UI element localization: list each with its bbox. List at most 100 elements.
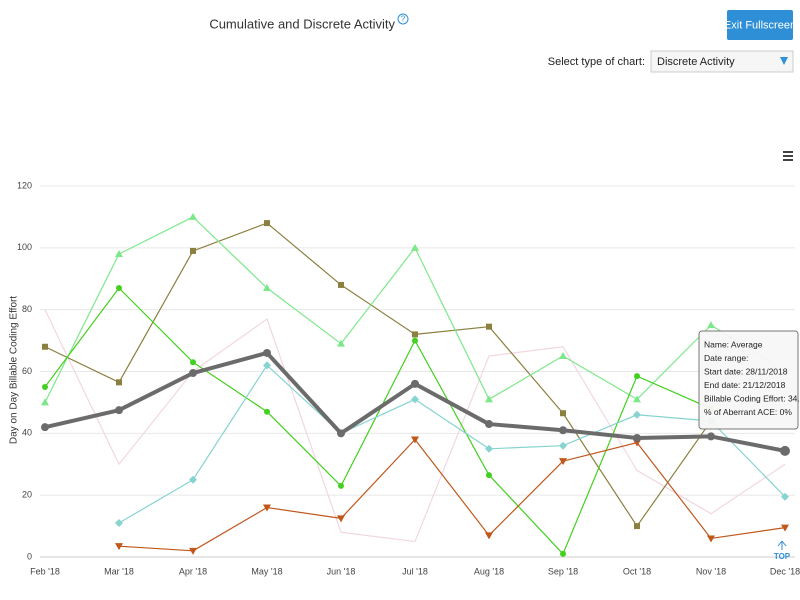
chart-type-select[interactable] [650, 50, 794, 73]
point [189, 369, 197, 378]
y-tick-label: 60 [22, 366, 32, 376]
point [634, 523, 640, 530]
point [781, 524, 789, 532]
point [411, 243, 419, 251]
point [633, 410, 641, 419]
x-tick-label: Feb '18 [30, 566, 60, 576]
tooltip-line: Billable Coding Effort: 34.33 [704, 393, 800, 403]
point [411, 436, 419, 444]
point [485, 420, 493, 429]
point [190, 359, 196, 366]
x-tick-label: Apr '18 [179, 566, 207, 576]
select-label: Select type of chart: [548, 56, 645, 68]
point [559, 426, 567, 435]
point [485, 395, 493, 403]
point [263, 284, 271, 292]
y-axis-label: Day on Day Billable Coding Effort [9, 296, 20, 444]
point [190, 247, 196, 254]
x-tick-label: Jul '18 [402, 566, 428, 576]
y-tick-label: 120 [17, 180, 32, 190]
point [338, 482, 344, 489]
point [263, 348, 271, 357]
point [264, 408, 270, 415]
menu-icon[interactable] [783, 151, 793, 161]
point [411, 379, 419, 388]
x-tick-label: Jun '18 [327, 566, 356, 576]
point [264, 220, 270, 227]
series-line [118, 364, 786, 524]
point [338, 281, 344, 288]
info-icon[interactable] [397, 13, 409, 25]
point [633, 395, 641, 403]
chart-title: Cumulative and Discrete Activity [209, 16, 395, 31]
point [559, 441, 567, 450]
point [707, 321, 715, 329]
point [780, 445, 790, 456]
point [559, 458, 567, 466]
button-label: Exit Fullscreen [724, 19, 796, 31]
point [115, 406, 123, 415]
x-tick-label: Aug '18 [474, 566, 504, 576]
point [41, 423, 49, 432]
series-line [44, 309, 786, 543]
select-value: Discrete Activity [657, 56, 735, 68]
point [189, 547, 197, 555]
tooltip-line: End date: 21/12/2018 [704, 380, 786, 390]
point [41, 398, 49, 406]
point [560, 550, 566, 557]
x-tick-label: Dec '18 [770, 566, 800, 576]
tooltip-line: Start date: 28/11/2018 [704, 366, 788, 376]
point [115, 250, 123, 258]
point [412, 331, 418, 338]
menu-bar [783, 159, 793, 161]
select-arrow [780, 57, 788, 65]
point [115, 543, 123, 551]
point [707, 432, 715, 441]
x-tick-label: May '18 [251, 566, 282, 576]
point [115, 518, 123, 527]
point [486, 323, 492, 330]
x-tick-label: Nov '18 [696, 566, 726, 576]
tooltip-line: Name: Average [704, 339, 763, 349]
y-tick-label: 100 [17, 242, 32, 252]
y-tick-label: 40 [22, 428, 32, 438]
point [337, 429, 345, 438]
point [337, 515, 345, 523]
x-tick-label: Sep '18 [548, 566, 578, 576]
point [189, 475, 197, 484]
menu-bar [783, 155, 793, 157]
point [263, 504, 271, 512]
info-icon-mark: ? [401, 15, 406, 24]
point [337, 339, 345, 347]
y-tick-label: 20 [22, 490, 32, 500]
top-arrow [777, 540, 787, 550]
series-line [44, 222, 712, 527]
point [707, 535, 715, 543]
tooltip-line: % of Aberrant ACE: 0% [704, 407, 792, 417]
top-button[interactable]: TOP [774, 552, 791, 561]
tooltip-line: Date range: [704, 353, 748, 363]
x-tick-label: Oct '18 [623, 566, 651, 576]
point [411, 395, 419, 404]
tooltip: Name: Average Date range: Start date: 28/1… [698, 330, 800, 430]
point [485, 532, 493, 540]
point [189, 212, 197, 220]
exit-fullscreen-button[interactable] [727, 10, 793, 40]
point [412, 337, 418, 344]
x-tick-label: Mar '18 [104, 566, 134, 576]
point [634, 373, 640, 380]
point [633, 433, 641, 442]
point [559, 352, 567, 360]
y-tick-label: 80 [22, 304, 32, 314]
menu-bar [783, 151, 793, 153]
point [781, 492, 789, 501]
point [42, 343, 48, 350]
y-tick-label: 0 [27, 551, 32, 561]
point [486, 472, 492, 479]
tooltip-box [698, 330, 799, 430]
point [116, 285, 122, 292]
point [263, 361, 271, 370]
series-line [118, 438, 786, 552]
point [116, 379, 122, 386]
